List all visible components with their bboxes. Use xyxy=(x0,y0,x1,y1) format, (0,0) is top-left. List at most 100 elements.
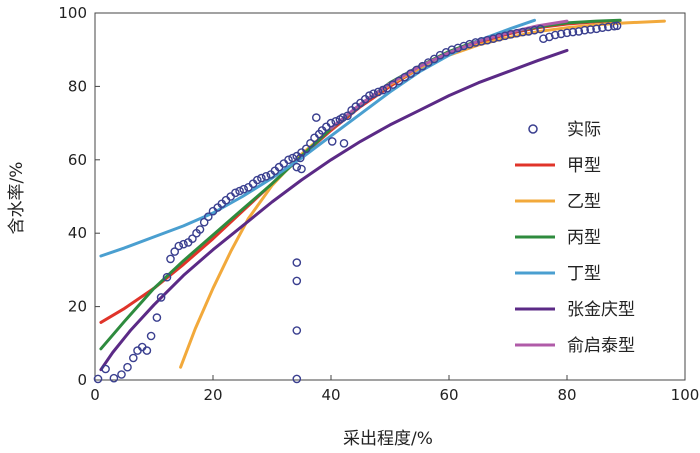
scatter-point xyxy=(447,45,457,55)
x-tick-label: 60 xyxy=(439,386,458,404)
y-tick-label: 20 xyxy=(68,298,87,316)
scatter-point xyxy=(292,276,302,286)
scatter-point xyxy=(369,89,378,98)
scatter-point xyxy=(598,23,607,33)
scatter-point xyxy=(123,362,132,372)
scatter-point xyxy=(536,24,545,34)
scatter-point xyxy=(512,28,522,38)
scatter-point xyxy=(162,272,172,282)
y-axis-title: 含水率/% xyxy=(7,162,27,235)
scatter-point xyxy=(297,164,306,174)
scatter-point xyxy=(592,24,601,34)
scatter-point xyxy=(306,138,315,148)
scatter-point xyxy=(146,331,156,341)
scatter-point xyxy=(292,374,302,384)
legend-label: 俞启泰型 xyxy=(567,336,635,356)
legend-marker xyxy=(528,124,538,134)
scatter-point xyxy=(170,247,179,256)
scatter-point xyxy=(188,234,197,243)
x-tick-label: 0 xyxy=(90,386,100,404)
scatter-point xyxy=(311,113,321,122)
scatter-point xyxy=(550,30,560,40)
x-tick-label: 80 xyxy=(557,386,576,404)
scatter-point xyxy=(252,175,262,185)
scatter-point xyxy=(530,25,539,35)
scatter-point xyxy=(339,138,349,148)
scatter-point xyxy=(494,32,504,42)
scatter-point xyxy=(506,29,516,39)
y-axis-ticks: 0 20 40 60 80 100 xyxy=(58,4,100,389)
x-axis-ticks: 0 20 40 60 80 100 xyxy=(90,375,699,404)
scatter-point xyxy=(343,111,352,121)
scatter-point xyxy=(477,37,486,46)
scatter-point xyxy=(101,364,110,374)
scatter-point xyxy=(423,58,433,67)
scatter-point xyxy=(394,76,404,86)
legend-label: 甲型 xyxy=(567,156,601,176)
scatter-point xyxy=(471,38,480,47)
scatter-point xyxy=(203,212,213,221)
scatter-point xyxy=(429,54,439,64)
scatter-point xyxy=(284,155,293,165)
scatter-point xyxy=(292,162,302,172)
scatter-point xyxy=(378,85,388,95)
scatter-point xyxy=(568,27,578,37)
series-layer xyxy=(93,18,666,384)
scatter-point xyxy=(365,91,374,100)
scatter-point xyxy=(612,21,622,31)
scatter-point xyxy=(174,241,184,251)
series-0-points xyxy=(93,21,622,384)
scatter-point xyxy=(465,39,474,49)
scatter-point xyxy=(580,25,590,35)
series-3-line xyxy=(99,18,622,351)
series-6-line xyxy=(329,19,569,130)
scatter-point xyxy=(295,153,305,163)
legend-label: 丙型 xyxy=(567,228,601,248)
scatter-point xyxy=(524,27,533,36)
scatter-point xyxy=(292,258,302,267)
series-5-line xyxy=(99,48,569,372)
scatter-point xyxy=(261,171,271,181)
scatter-point xyxy=(604,22,613,32)
scatter-point xyxy=(109,373,119,383)
scatter-point xyxy=(239,184,248,194)
scatter-point xyxy=(93,374,103,384)
scatter-point xyxy=(142,346,152,355)
scatter-point xyxy=(331,117,341,126)
plot-axes xyxy=(94,12,686,381)
scatter-point xyxy=(128,353,138,363)
scatter-point xyxy=(388,80,398,89)
scatter-point xyxy=(292,326,302,335)
x-tick-label: 100 xyxy=(671,386,700,404)
scatter-point xyxy=(539,34,548,44)
scatter-point xyxy=(418,61,427,71)
scatter-point xyxy=(609,21,619,31)
scatter-point xyxy=(412,65,421,75)
y-tick-label: 60 xyxy=(68,151,87,169)
scatter-point xyxy=(453,43,463,53)
scatter-point xyxy=(518,27,528,37)
scatter-point xyxy=(373,87,383,97)
scatter-point xyxy=(257,173,266,183)
scatter-point xyxy=(195,225,205,234)
legend-label: 乙型 xyxy=(567,192,601,212)
scatter-point xyxy=(562,28,572,38)
scatter-point xyxy=(199,217,209,227)
scatter-point xyxy=(152,313,162,322)
x-tick-label: 20 xyxy=(203,386,222,404)
scatter-point xyxy=(545,32,554,42)
plot-frame xyxy=(94,12,686,381)
scatter-point xyxy=(586,25,595,34)
scatter-point xyxy=(327,137,337,146)
scatter-point xyxy=(179,239,188,249)
scatter-point xyxy=(574,27,584,36)
scatter-point xyxy=(500,31,510,41)
y-tick-label: 0 xyxy=(77,371,87,389)
scatter-point xyxy=(556,29,566,39)
scatter-point xyxy=(488,34,498,44)
y-tick-label: 40 xyxy=(68,224,87,242)
legend-label: 实际 xyxy=(567,120,601,140)
scatter-point xyxy=(117,370,126,379)
